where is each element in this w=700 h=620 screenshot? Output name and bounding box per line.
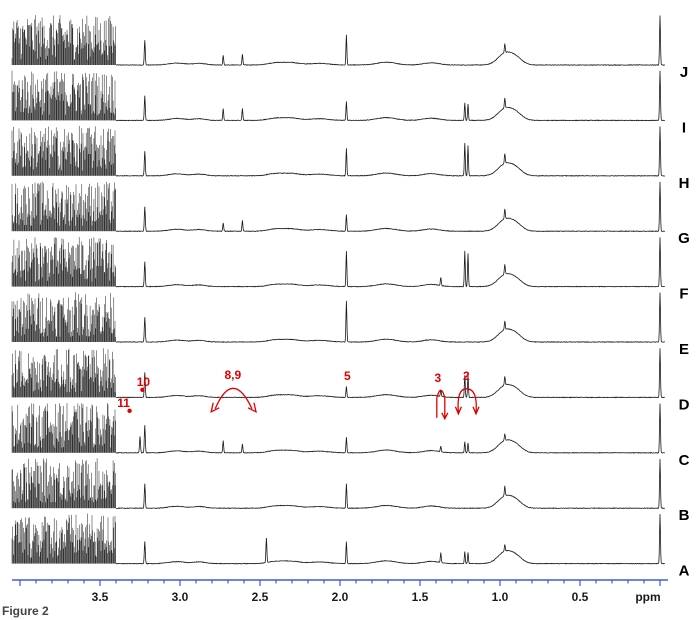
x-tick-label: 0.5: [572, 590, 589, 604]
spectrum-trace-D: [115, 348, 665, 399]
annotation-arrowhead: [441, 412, 449, 421]
trace-label-F: F: [679, 286, 688, 303]
x-tick-label: 1.0: [492, 590, 509, 604]
spectra-traces: [115, 15, 666, 565]
left-signals-D: [11, 348, 116, 398]
left-signals-E: [11, 292, 116, 342]
spectrum-trace-A: [115, 514, 665, 565]
annotation-arrow-2: [457, 388, 477, 413]
left-signals-B: [11, 458, 116, 509]
x-tick-label: 3.0: [172, 590, 189, 604]
trace-label-G: G: [678, 230, 690, 247]
left-signals-A: [11, 513, 116, 564]
left-signals-F: [11, 237, 116, 287]
trace-label-I: I: [682, 119, 686, 136]
trace-label-E: E: [679, 341, 689, 358]
spectrum-trace-F: [115, 237, 666, 288]
trace-label-J: J: [680, 64, 688, 81]
annotation-3: 3: [434, 371, 441, 385]
annotation-arrow-8-9: [214, 387, 253, 410]
annotation-8-9: 8,9: [224, 368, 241, 382]
x-axis-label: ppm: [635, 590, 660, 604]
annotation-dot-10: [140, 387, 145, 392]
peak-annotations: 10 11 8,9 5 3 2: [117, 368, 480, 421]
annotation-arrowhead: [210, 402, 220, 413]
annotation-11: 11: [117, 396, 130, 410]
spectrum-trace-I: [116, 70, 665, 122]
left-region-signals: [11, 15, 116, 564]
figure-caption: Figure 2: [2, 604, 49, 618]
annotation-5: 5: [344, 369, 351, 383]
trace-labels: J I H G F E D C B A: [678, 64, 690, 580]
x-tick-label: 2.5: [252, 590, 269, 604]
x-axis: 3.5 3.0 2.5 2.0 1.5 1.0 0.5 ppm: [12, 579, 668, 604]
spectrum-trace-J: [115, 15, 666, 66]
left-signals-J: [11, 15, 116, 65]
spectrum-trace-B: [115, 458, 665, 510]
x-tick-label: 2.0: [332, 590, 349, 604]
trace-label-B: B: [679, 507, 690, 524]
x-tick-label: 3.5: [92, 590, 109, 604]
annotation-arrowhead: [472, 406, 480, 416]
annotation-arrowhead: [247, 402, 257, 413]
trace-label-H: H: [679, 175, 690, 192]
spectrum-trace-C: [115, 403, 665, 454]
trace-label-C: C: [679, 452, 690, 469]
annotation-arrow-3: [436, 389, 446, 418]
left-signals-G: [11, 181, 116, 232]
spectrum-trace-H: [116, 126, 665, 177]
annotation-arrowhead: [454, 406, 462, 416]
trace-label-D: D: [679, 396, 690, 413]
trace-label-A: A: [679, 563, 690, 580]
left-signals-C: [11, 403, 116, 453]
x-tick-label: 1.5: [412, 590, 429, 604]
left-signals-H: [11, 125, 116, 176]
left-signals-I: [11, 70, 116, 121]
spectrum-trace-G: [115, 181, 666, 233]
spectrum-trace-E: [115, 292, 665, 343]
annotation-10: 10: [137, 375, 151, 389]
annotation-2: 2: [463, 369, 470, 383]
annotation-dot-11: [127, 408, 132, 413]
